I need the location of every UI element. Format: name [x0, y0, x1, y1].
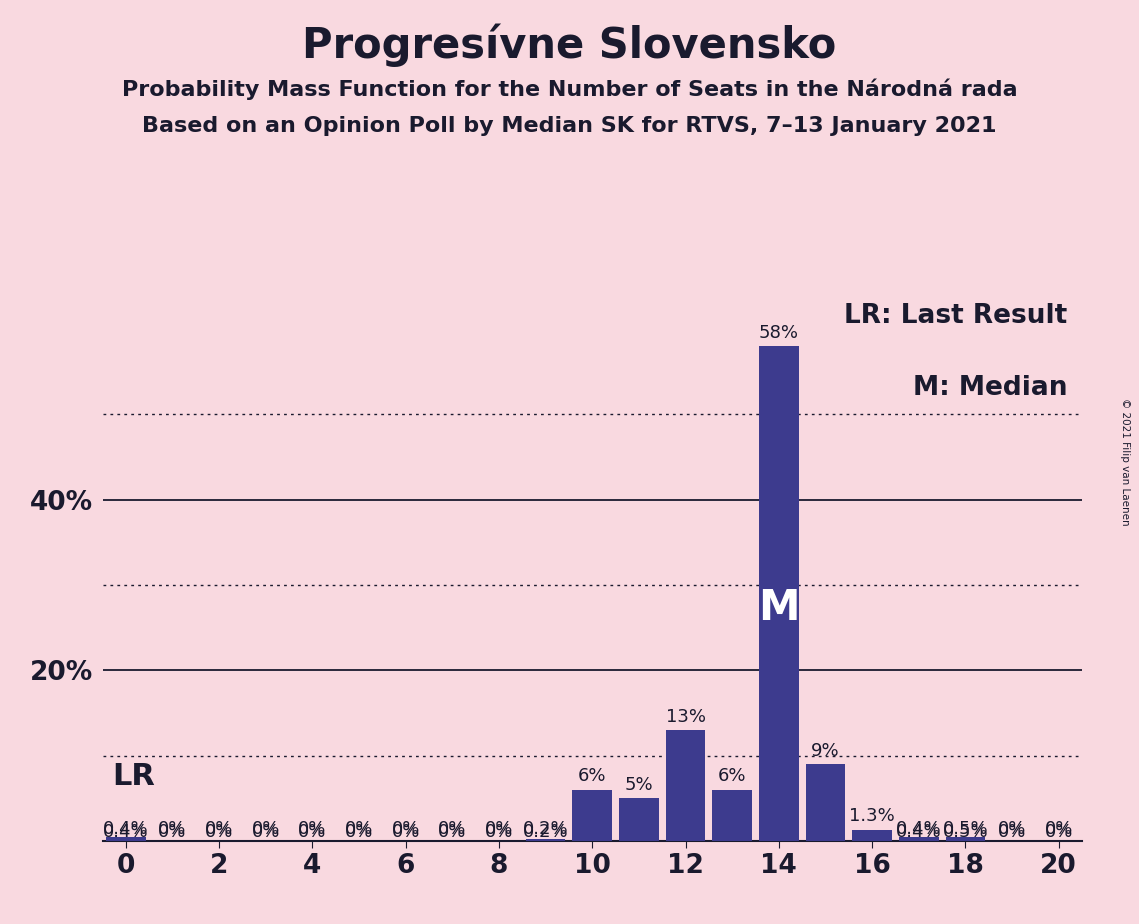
Text: LR: Last Result: LR: Last Result — [844, 303, 1067, 329]
Text: Based on an Opinion Poll by Median SK for RTVS, 7–13 January 2021: Based on an Opinion Poll by Median SK fo… — [142, 116, 997, 136]
Text: 0.5%: 0.5% — [943, 821, 989, 838]
Text: 0%: 0% — [485, 823, 514, 841]
Text: 0.4%: 0.4% — [103, 821, 149, 838]
Text: 5%: 5% — [624, 776, 654, 794]
Bar — [852, 830, 892, 841]
Text: 0.4%: 0.4% — [896, 823, 942, 841]
Text: 0%: 0% — [439, 823, 467, 841]
Bar — [945, 836, 985, 841]
Text: 0%: 0% — [392, 823, 420, 841]
Text: 0%: 0% — [252, 821, 280, 838]
Bar — [620, 798, 658, 841]
Text: 0%: 0% — [439, 821, 467, 838]
Text: 0%: 0% — [345, 823, 374, 841]
Text: M: M — [759, 588, 800, 629]
Text: © 2021 Filip van Laenen: © 2021 Filip van Laenen — [1121, 398, 1130, 526]
Bar — [573, 790, 612, 841]
Text: 0%: 0% — [158, 823, 187, 841]
Text: 0.2%: 0.2% — [523, 823, 568, 841]
Text: 0%: 0% — [298, 821, 327, 838]
Text: 0%: 0% — [392, 821, 420, 838]
Text: 0%: 0% — [998, 821, 1026, 838]
Text: 1.3%: 1.3% — [850, 808, 895, 825]
Text: 0%: 0% — [1044, 823, 1073, 841]
Text: 0.5%: 0.5% — [943, 823, 989, 841]
Text: 0%: 0% — [158, 821, 187, 838]
Text: 58%: 58% — [759, 324, 798, 342]
Text: LR: LR — [112, 762, 155, 791]
Text: Probability Mass Function for the Number of Seats in the Národná rada: Probability Mass Function for the Number… — [122, 79, 1017, 100]
Bar — [899, 837, 939, 841]
Text: 0%: 0% — [252, 823, 280, 841]
Bar — [712, 790, 752, 841]
Bar — [106, 837, 146, 841]
Text: 0%: 0% — [1044, 821, 1073, 838]
Bar — [805, 764, 845, 841]
Bar — [526, 839, 565, 841]
Text: Progresívne Slovensko: Progresívne Slovensko — [302, 23, 837, 67]
Text: 0%: 0% — [998, 823, 1026, 841]
Text: 6%: 6% — [577, 768, 607, 785]
Text: 0%: 0% — [485, 821, 514, 838]
Text: 0.2%: 0.2% — [523, 821, 568, 838]
Bar — [759, 346, 798, 841]
Text: 9%: 9% — [811, 742, 839, 760]
Text: 0%: 0% — [298, 823, 327, 841]
Text: M: Median: M: Median — [912, 375, 1067, 401]
Text: 0%: 0% — [205, 823, 233, 841]
Bar — [665, 730, 705, 841]
Text: 0.4%: 0.4% — [103, 823, 149, 841]
Text: 0%: 0% — [345, 821, 374, 838]
Text: 0%: 0% — [205, 821, 233, 838]
Text: 0.4%: 0.4% — [896, 821, 942, 838]
Text: 6%: 6% — [718, 768, 746, 785]
Text: 13%: 13% — [665, 708, 705, 725]
